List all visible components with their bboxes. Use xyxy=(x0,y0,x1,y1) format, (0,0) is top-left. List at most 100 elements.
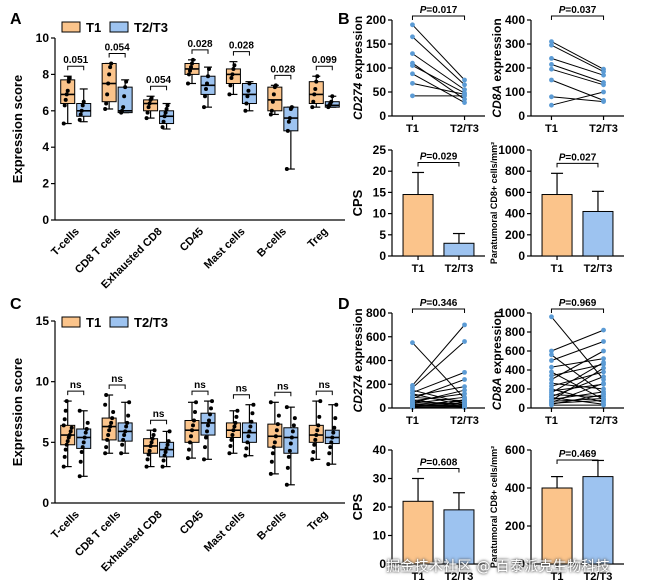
panel-b3-sig-bracket xyxy=(417,161,460,167)
panel-b1-category-label: T2/T3 xyxy=(450,123,479,135)
panel-d1-pair-line xyxy=(412,396,465,402)
panel-c-data-point xyxy=(103,402,108,407)
panel-c-legend-label-t1: T1 xyxy=(86,315,101,330)
panel-b2-y-tick-label: 0 xyxy=(518,109,525,123)
panel-d2-y-tick-label: 0 xyxy=(518,401,525,415)
panel-c-data-point xyxy=(79,450,84,455)
panel-a-data-point xyxy=(163,110,168,115)
panel-c-data-point xyxy=(192,418,196,423)
panel-c-data-point xyxy=(285,465,290,470)
panel-c-data-point xyxy=(233,420,238,425)
panel-b2-point-t1 xyxy=(549,56,554,61)
panel-b2-point-t1 xyxy=(549,62,554,67)
panel-d1-pair-line xyxy=(412,402,465,407)
panel-d2-y-tick-label: 600 xyxy=(505,344,525,358)
panel-c-data-point xyxy=(191,423,195,428)
panel-c-data-point xyxy=(318,399,323,404)
panel-d1-pair-line xyxy=(412,406,465,408)
panel-b1-pair-line xyxy=(412,73,465,103)
panel-b1-point-t1 xyxy=(410,22,415,28)
panel-c-data-point xyxy=(274,428,279,433)
panel-a-data-point xyxy=(80,103,85,108)
panel-a-data-point xyxy=(311,99,316,104)
panel-b1-pair-line xyxy=(412,62,465,100)
panel-c-data-point xyxy=(127,400,132,405)
panel-a-data-point xyxy=(231,66,236,71)
panel-a-data-point xyxy=(227,92,232,97)
panel-c-data-point xyxy=(83,430,88,435)
panel-d1-y-tick-label: 800 xyxy=(366,306,386,320)
panel-b2-point-t23 xyxy=(601,72,606,78)
panel-d1-category-label: T2/T3 xyxy=(450,415,479,427)
panel-a-data-point xyxy=(103,106,108,111)
panel-a-data-point xyxy=(289,105,294,110)
panel-d2-pair-line xyxy=(551,383,604,392)
panel-d2-pair-line xyxy=(551,371,604,387)
panel-c-data-point xyxy=(160,464,165,469)
panel-b3-y-tick-label: 5 xyxy=(379,228,386,242)
panel-a-data-point xyxy=(243,108,248,113)
panel-c-data-point xyxy=(82,435,87,440)
panel-d4-y-tick-label: 200 xyxy=(505,519,525,533)
panel-a-pvalue: 0.054 xyxy=(146,75,171,86)
panel-b4-y-tick-label: 1000 xyxy=(498,143,525,157)
panel-a-data-point xyxy=(229,76,234,81)
panel-a-data-point xyxy=(147,101,152,106)
panel-b3-bar-t1 xyxy=(402,194,434,257)
panel-b1-pair-line xyxy=(412,24,465,81)
panel-a-pvalue: 0.028 xyxy=(229,41,254,52)
panel-d2-pair-line xyxy=(551,350,604,380)
panel-b2-y-tick-label: 200 xyxy=(505,61,525,75)
panel-c-data-point xyxy=(165,442,170,447)
panel-d1-pair-line xyxy=(412,371,465,394)
panel-c-sig-bracket xyxy=(232,394,250,399)
panel-b1-y-tick-label: 100 xyxy=(366,61,386,75)
panel-c-category-label: B-cells xyxy=(255,509,289,543)
panel-c-sig-bracket xyxy=(191,390,209,396)
panel-d2-pair-line xyxy=(551,329,604,352)
panel-d2-point-t1 xyxy=(549,377,554,382)
panel-d2-point-t1 xyxy=(549,358,554,363)
panel-a-data-point xyxy=(105,92,110,97)
panel-b2-point-t1 xyxy=(549,102,554,108)
panel-b1-y-tick-label: 0 xyxy=(379,109,386,123)
panel-a-data-point xyxy=(273,83,278,88)
panel-c-data-point xyxy=(284,482,289,487)
panel-c-data-point xyxy=(316,423,321,428)
panel-a-legend-swatch-t1 xyxy=(61,21,81,33)
panel-d3-y-tick-label: 10 xyxy=(373,529,387,543)
panel-d2-point-t1 xyxy=(549,402,554,408)
panel-b3-pvalue: P=0.029 xyxy=(420,151,458,162)
panel-b1-point-t1 xyxy=(410,34,415,40)
panel-a-data-point xyxy=(145,110,150,115)
panel-d1-y-tick-label: 200 xyxy=(366,377,386,391)
panel-c-data-point xyxy=(109,420,114,425)
panel-c-data-point xyxy=(332,425,337,430)
panel-a-data-point xyxy=(160,125,165,130)
panel-a-data-point xyxy=(329,99,334,104)
panel-c-data-point xyxy=(152,428,157,433)
panel-b2-y-tick-label: 300 xyxy=(505,37,525,51)
panel-d2-pair-line xyxy=(551,358,604,368)
panel-d1-pair-line xyxy=(412,341,465,389)
panel-c-data-point xyxy=(313,437,318,442)
panel-c-pvalue: ns xyxy=(277,381,289,392)
panel-b1-pair-line xyxy=(412,82,465,95)
panel-d1-pair-line xyxy=(412,396,465,404)
panel-c-data-point xyxy=(147,448,152,453)
panel-a-data-point xyxy=(315,74,320,79)
panel-c-data-point xyxy=(77,474,82,479)
panel-c-data-point xyxy=(105,437,110,442)
panel-d1-pair-line xyxy=(412,389,465,404)
panel-b2-category-label: T1 xyxy=(545,123,558,135)
panel-a-pvalue: 0.051 xyxy=(63,55,88,66)
panel-d1-point-t23 xyxy=(462,397,467,403)
panel-c-pvalue: ns xyxy=(70,380,82,391)
panel-c-data-point xyxy=(314,433,319,438)
panel-c-sig-bracket xyxy=(108,384,126,390)
panel-c-data-point xyxy=(248,424,253,429)
panel-b3-y-tick-label: 25 xyxy=(373,143,387,157)
panel-c-data-point xyxy=(249,419,254,424)
panel-c-data-point xyxy=(230,433,235,438)
panel-a-data-point xyxy=(314,79,319,84)
